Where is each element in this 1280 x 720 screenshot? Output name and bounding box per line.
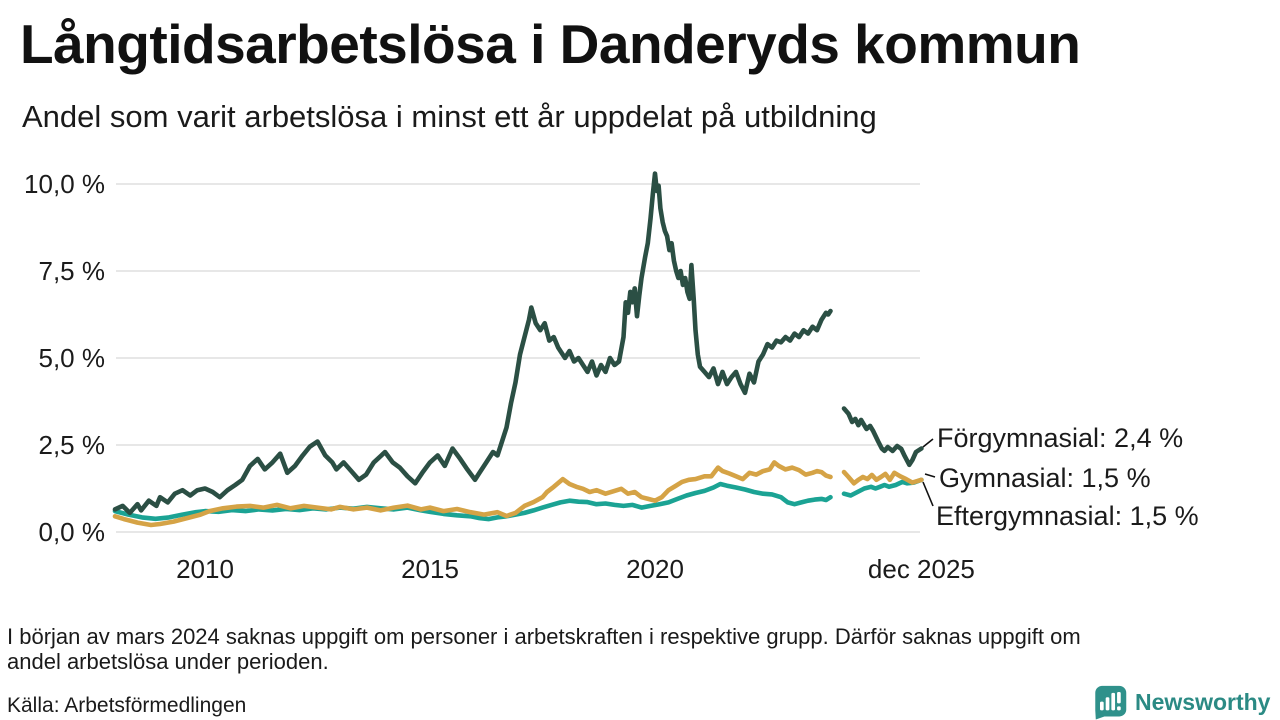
series-line-eftergymnasial [112, 481, 833, 522]
footnote: I början av mars 2024 saknas uppgift om … [7, 624, 1247, 674]
series-line-gymnasial [841, 469, 924, 486]
connector-gymnasial [924, 473, 936, 478]
connector-forgymnasial [922, 438, 934, 448]
series-label-gymnasial: Gymnasial: 1,5 % [939, 463, 1151, 493]
y-tick-label: 10,0 % [24, 169, 105, 199]
series-lines [112, 171, 924, 528]
logo-wordmark: Newsworthy [1135, 688, 1271, 715]
y-tick-label: 7,5 % [39, 256, 106, 286]
y-tick-label: 5,0 % [39, 343, 106, 373]
footnote-line-2: andel arbetslösa under perioden. [7, 649, 329, 674]
series-line-eftergymnasial [841, 477, 924, 498]
x-tick-label: 2020 [626, 554, 684, 584]
y-tick-label: 0,0 % [39, 517, 106, 547]
series-line-förgymnasial [112, 171, 833, 516]
series-label-forgymnasial: Förgymnasial: 2,4 % [937, 423, 1183, 453]
x-tick-label: 2010 [176, 554, 234, 584]
x-axis-tick-labels: 2010 2015 2020 dec 2025 [176, 554, 975, 584]
source-note: Källa: Arbetsförmedlingen [7, 694, 247, 717]
newsworthy-logo[interactable]: Newsworthy [1093, 684, 1270, 720]
series-label-eftergymnasial: Eftergymnasial: 1,5 % [936, 501, 1199, 531]
x-tick-label: 2015 [401, 554, 459, 584]
x-tick-label: dec 2025 [868, 554, 975, 584]
series-line-förgymnasial [841, 406, 924, 468]
series-end-labels: Förgymnasial: 2,4 % Gymnasial: 1,5 % Eft… [936, 423, 1199, 531]
y-axis-tick-labels: 0,0 % 2,5 % 5,0 % 7,5 % 10,0 % [24, 169, 105, 547]
footnote-line-1: I början av mars 2024 saknas uppgift om … [7, 624, 1081, 649]
series-line-gymnasial [112, 460, 833, 528]
chart-subtitle: Andel som varit arbetslösa i minst ett å… [22, 99, 877, 134]
label-connectors [922, 438, 936, 507]
chart-title: Långtidsarbetslösa i Danderyds kommun [20, 13, 1081, 75]
connector-eftergymnasial [922, 481, 934, 507]
bar-chart-speech-bubble-icon [1095, 685, 1127, 720]
y-tick-label: 2,5 % [39, 430, 106, 460]
